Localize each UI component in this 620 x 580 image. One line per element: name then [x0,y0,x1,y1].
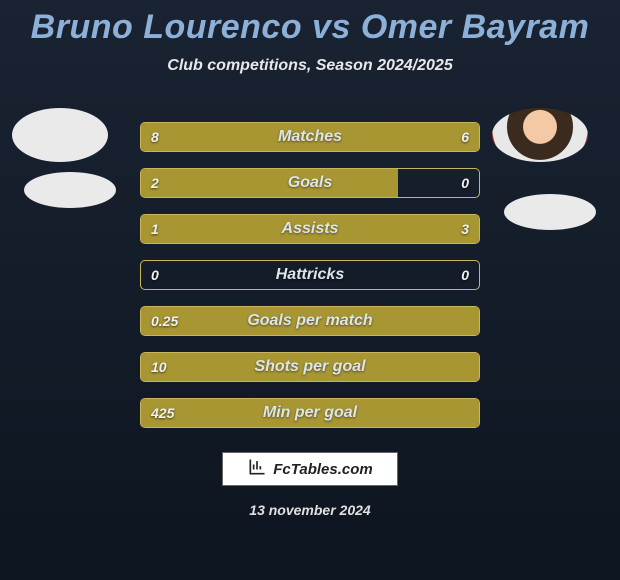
watermark-label: FcTables.com [273,461,372,478]
player-right-avatar [492,108,588,162]
stat-row: 0Hattricks0 [140,260,480,290]
page-title: Bruno Lourenco vs Omer Bayram [0,0,620,47]
stat-row: 2Goals0 [140,168,480,198]
stat-row: 425Min per goal [140,398,480,428]
chart-icon [247,457,267,481]
stat-label: Goals [141,169,479,197]
player-left-club-badge [24,172,116,208]
stat-label: Goals per match [141,307,479,335]
fctables-watermark: FcTables.com [222,452,398,486]
stat-row: 8Matches6 [140,122,480,152]
player-left-avatar [12,108,108,162]
stat-row: 1Assists3 [140,214,480,244]
stat-label: Assists [141,215,479,243]
stat-bars: 8Matches62Goals01Assists30Hattricks00.25… [140,122,480,444]
stat-right-value: 0 [461,261,469,289]
stat-right-value: 6 [461,123,469,151]
stat-label: Shots per goal [141,353,479,381]
stat-label: Matches [141,123,479,151]
stat-row: 10Shots per goal [140,352,480,382]
date-label: 13 november 2024 [0,502,620,518]
stat-label: Hattricks [141,261,479,289]
stat-right-value: 3 [461,215,469,243]
player-right-club-badge [504,194,596,230]
stat-label: Min per goal [141,399,479,427]
stat-row: 0.25Goals per match [140,306,480,336]
subtitle: Club competitions, Season 2024/2025 [0,57,620,75]
stat-right-value: 0 [461,169,469,197]
